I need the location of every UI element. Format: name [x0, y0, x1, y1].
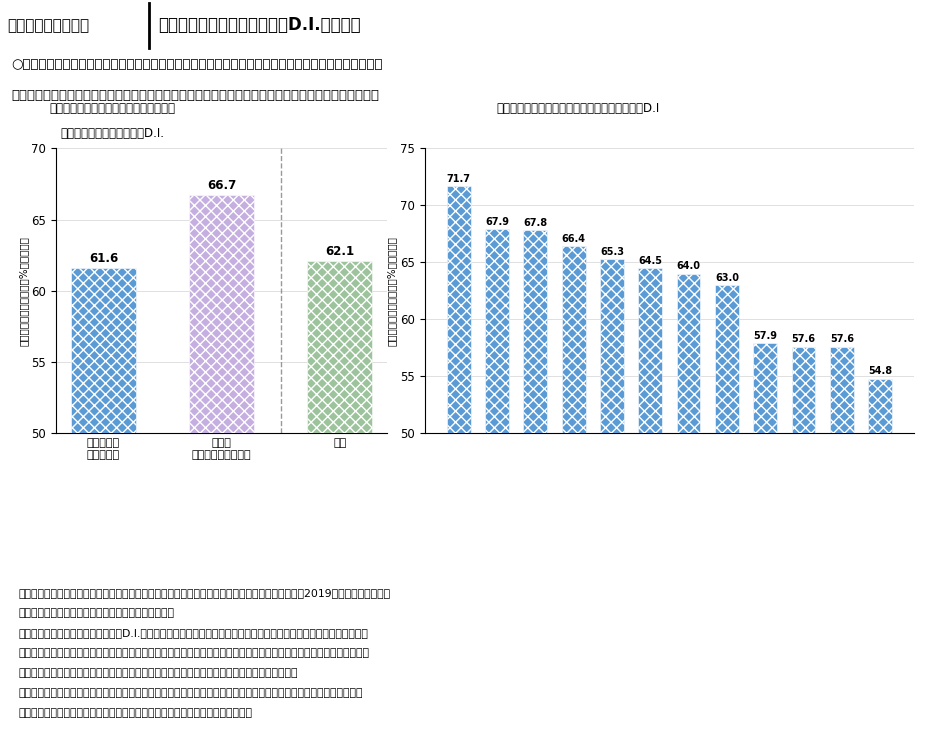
Text: 57.6: 57.6 [791, 334, 815, 345]
Bar [830, 347, 854, 433]
Text: 「大いに過剰」「やや過剰」と回答した企業の割合を差分することで算出している。: 「大いに過剰」「やや過剰」と回答した企業の割合を差分することで算出している。 [19, 668, 299, 678]
Bar [715, 285, 739, 433]
Text: 66.7: 66.7 [207, 179, 236, 193]
Bar [638, 268, 662, 433]
Bar [71, 268, 136, 433]
Text: 過不足状況に関するD.I.: 過不足状況に関するD.I. [60, 127, 164, 139]
Bar [792, 347, 815, 433]
Text: 67.9: 67.9 [485, 217, 509, 227]
Bar [676, 273, 701, 433]
Text: 63.0: 63.0 [715, 273, 739, 283]
Text: （２）職種別にみた人手の過不足状況に関するD.I: （２）職種別にみた人手の過不足状況に関するD.I [497, 102, 660, 116]
Text: しては「職場全体」の過不足感について、それぞれ「大いに不足」「やや不足」と回答した企業の割合から、: しては「職場全体」の過不足感について、それぞれ「大いに不足」「やや不足」と回答し… [19, 648, 369, 658]
Bar [523, 230, 547, 433]
Text: 54.8: 54.8 [868, 367, 892, 376]
Text: 65.3: 65.3 [600, 247, 624, 256]
Text: 働く方の所感でみた人手不足D.I.について: 働く方の所感でみた人手不足D.I.について [159, 16, 361, 34]
Bar [753, 343, 777, 433]
Y-axis label: （「不足」－「過剰」・%ポイント）: （「不足」－「過剰」・%ポイント） [387, 236, 397, 346]
Bar [485, 229, 508, 433]
Text: 67.8: 67.8 [523, 218, 548, 228]
Text: 64.0: 64.0 [676, 262, 701, 271]
Text: ○　職場のマネジメントを担う重要な「鍵」である管理職では、働く方全体（正社員）と比較すると、: ○ 職場のマネジメントを担う重要な「鍵」である管理職では、働く方全体（正社員）と… [11, 59, 383, 71]
Text: 71.7: 71.7 [447, 173, 470, 184]
Text: ３）サンプル数が僅少であったことから、「保安職」は除いている。: ３）サンプル数が僅少であったことから、「保安職」は除いている。 [19, 708, 253, 718]
Text: （１）企業・労働者が感じている人手の: （１）企業・労働者が感じている人手の [49, 102, 175, 116]
Text: 57.6: 57.6 [829, 334, 854, 345]
Text: 資料出所　（独）労働政策研究・研修機構「人手不足等をめぐる現状と働き方等に関する調査」（2019年）の個票を厚生労: 資料出所 （独）労働政策研究・研修機構「人手不足等をめぐる現状と働き方等に関する… [19, 588, 391, 598]
Text: 相対的に多くの方が人手不足感を感じており、人手不足に対する危機感が強い可能性がうかがえる。: 相対的に多くの方が人手不足感を感じており、人手不足に対する危機感が強い可能性がう… [11, 90, 379, 102]
Bar [600, 259, 624, 433]
Y-axis label: （「不足」－「過剰」・%ポイント）: （「不足」－「過剰」・%ポイント） [19, 236, 29, 346]
Bar [447, 186, 470, 433]
Text: 64.5: 64.5 [638, 256, 662, 266]
Bar [869, 379, 892, 433]
Text: 働省政策統括官付政策統括室にて独自集計: 働省政策統括官付政策統括室にて独自集計 [19, 608, 174, 618]
Text: ２）（２）では各職種に就いている労働者（正社員）が認識している人手不足感について、集計している。: ２）（２）では各職種に就いている労働者（正社員）が認識している人手不足感について… [19, 688, 363, 698]
Bar [562, 246, 586, 433]
Text: 62.1: 62.1 [325, 245, 355, 258]
Bar [307, 261, 372, 433]
Text: 61.6: 61.6 [89, 252, 118, 265]
Text: （注）　１）ここでの「人手不足感D.I.」は、企業に対しては「従業員全体」の人手の過不足感について、労働者に対: （注） １）ここでの「人手不足感D.I.」は、企業に対しては「従業員全体」の人手… [19, 628, 369, 638]
Bar [189, 196, 254, 433]
Text: 第２－（１）－５図: 第２－（１）－５図 [7, 18, 90, 33]
Text: 57.9: 57.9 [753, 331, 777, 341]
Text: 66.4: 66.4 [562, 234, 586, 244]
